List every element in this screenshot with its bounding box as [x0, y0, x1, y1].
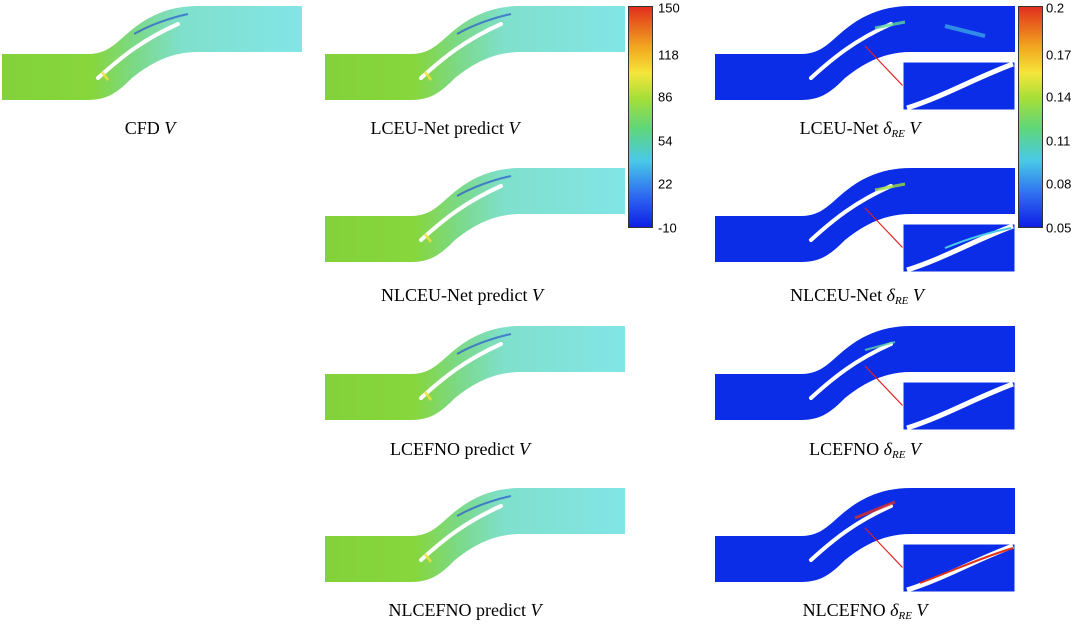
error-tick: 0.11 — [1046, 133, 1071, 149]
caption-delta: δ — [883, 118, 892, 138]
caption-variable: V — [530, 600, 542, 620]
caption-variable: V — [164, 118, 176, 138]
velocity-tick: -10 — [658, 220, 677, 236]
lceunet-velocity-field — [325, 6, 625, 102]
nlceunet-predict-caption: NLCEU-Net predict V — [352, 285, 572, 306]
caption-delta: δ — [886, 285, 895, 305]
caption-text: NLCEU-Net predict — [381, 285, 532, 305]
nlceunet-error-caption: NLCEU-Net δRE V — [767, 285, 947, 307]
nlcefno-error-caption: NLCEFNO δRE V — [780, 600, 950, 622]
lcefno-predict-caption: LCEFNO predict V — [370, 439, 550, 460]
lceunet-predict-caption: LCEU-Net predict V — [345, 118, 545, 139]
caption-delta: δ — [883, 439, 892, 459]
lceunet-error-field — [715, 6, 1020, 116]
caption-text: LCEFNO predict — [390, 439, 519, 459]
lceunet-error-caption: LCEU-Net δRE V — [775, 118, 945, 140]
caption-variable: V — [909, 439, 921, 459]
nlceunet-error-field — [715, 168, 1020, 278]
lcefno-error-field — [715, 326, 1020, 436]
velocity-tick: 86 — [658, 89, 673, 105]
velocity-tick: 54 — [658, 133, 673, 149]
caption-text: CFD — [124, 118, 165, 138]
error-colorbar — [1018, 6, 1043, 228]
error-tick: 0.2 — [1046, 0, 1065, 16]
caption-text: LCEU-Net predict — [370, 118, 509, 138]
caption-text: LCEFNO — [809, 439, 884, 459]
caption-subscript: RE — [891, 128, 905, 140]
caption-text: NLCEFNO predict — [388, 600, 531, 620]
caption-subscript: RE — [898, 610, 912, 622]
caption-variable: V — [909, 118, 921, 138]
caption-text: NLCEU-Net — [790, 285, 887, 305]
velocity-tick: 22 — [658, 176, 673, 192]
caption-variable: V — [916, 600, 928, 620]
nlcefno-predict-caption: NLCEFNO predict V — [355, 600, 575, 621]
velocity-tick: 150 — [658, 0, 680, 16]
caption-text: LCEU-Net — [799, 118, 884, 138]
caption-delta: δ — [890, 600, 899, 620]
lcefno-error-caption: LCEFNO δRE V — [790, 439, 940, 461]
lcefno-velocity-field — [325, 326, 625, 422]
caption-variable: V — [531, 285, 543, 305]
caption-variable: V — [518, 439, 530, 459]
caption-text: NLCEFNO — [802, 600, 891, 620]
error-tick: 0.14 — [1046, 89, 1072, 105]
error-tick: 0.17 — [1046, 47, 1072, 63]
velocity-tick: 118 — [658, 47, 679, 63]
error-colorbar-ticks: 0.2 0.17 0.14 0.11 0.08 0.05 — [1046, 1, 1080, 236]
caption-subscript: RE — [894, 295, 909, 307]
nlcefno-velocity-field — [325, 488, 625, 584]
error-tick: 0.05 — [1046, 220, 1072, 236]
error-tick: 0.08 — [1046, 176, 1072, 192]
velocity-colorbar — [628, 6, 653, 228]
caption-subscript: RE — [891, 449, 906, 461]
caption-variable: V — [912, 285, 924, 305]
caption-variable: V — [508, 118, 520, 138]
velocity-colorbar-ticks: 150 118 86 54 22 -10 — [658, 1, 698, 236]
cfd-caption: CFD V — [100, 118, 200, 139]
cfd-velocity-field — [2, 6, 302, 102]
nlceunet-velocity-field — [325, 168, 625, 264]
nlcefno-error-field — [715, 488, 1020, 598]
